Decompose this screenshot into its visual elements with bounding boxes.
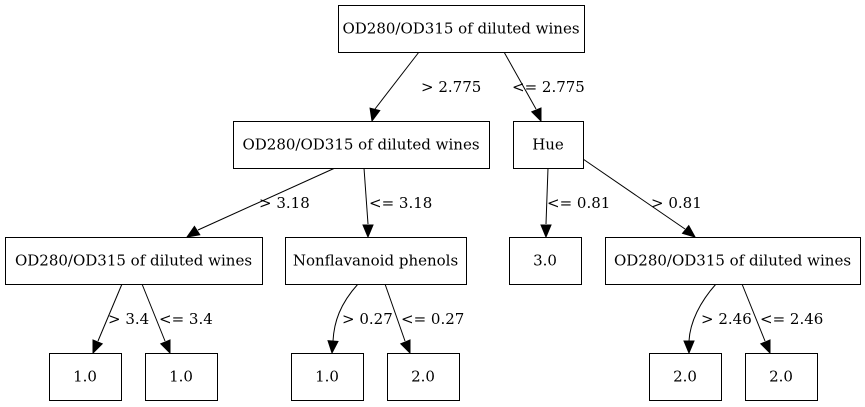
edge-label: > 2.46 [701,310,752,328]
edge-line [374,51,420,110]
edge-label: <= 0.81 [547,194,610,212]
node-label: Hue [532,136,564,154]
node-label: OD280/OD315 of diluted wines [342,20,579,38]
edge-n6-n11: > 2.46 [683,283,752,355]
node-box [49,353,122,401]
nodes-layer: OD280/OD315 of diluted wines OD280/OD315 … [5,5,861,401]
edge-line [197,167,336,231]
edge-line [582,158,686,230]
node-label: 2.0 [673,368,697,386]
edge-n2-n5: <= 0.81 [540,167,610,239]
arrowhead-icon [399,339,411,355]
edge-label: > 0.81 [651,194,702,212]
node-box [513,121,584,169]
edge-n1-n3: > 3.18 [185,167,336,238]
arrowhead-icon [185,225,201,238]
edge-n4-n10: <= 0.27 [384,283,464,355]
edge-n4-n9: > 0.27 [327,283,393,355]
node-box [285,237,467,285]
node-label: OD280/OD315 of diluted wines [614,252,851,270]
edge-n1-n4: <= 3.18 [362,167,432,239]
node-label: 1.0 [315,368,339,386]
arrowhead-icon [540,224,552,239]
node-label: 3.0 [533,252,557,270]
arrowhead-icon [683,340,695,355]
node-box [605,237,861,285]
edge-line [545,167,549,225]
edge-line [97,283,123,342]
node-box [745,353,818,401]
arrowhead-icon [92,339,104,355]
tree-node-n9: 1.0 [291,353,364,401]
edge-label: <= 3.18 [369,194,432,212]
arrowhead-icon [362,224,374,239]
arrowhead-icon [759,339,771,355]
tree-node-n1: OD280/OD315 of diluted wines [233,121,490,169]
tree-node-n5: 3.0 [509,237,582,285]
node-box [5,237,263,285]
tree-node-n8: 1.0 [145,353,218,401]
edge-line [688,283,717,342]
arrowhead-icon [530,107,542,123]
tree-node-n12: 2.0 [745,353,818,401]
edge-line [503,51,537,110]
arrowhead-icon [327,340,339,355]
node-label: OD280/OD315 of diluted wines [15,252,252,270]
edge-line [384,283,406,342]
tree-node-n11: 2.0 [649,353,722,401]
edge-label: > 2.775 [421,78,481,96]
node-box [387,353,460,401]
edge-label: <= 3.4 [159,310,213,328]
tree-node-n6: OD280/OD315 of diluted wines [605,237,861,285]
edge-n6-n12: <= 2.46 [741,283,823,355]
edge-line [141,283,166,342]
edge-n3-n8: <= 3.4 [141,283,213,355]
edge-line [332,283,359,342]
edge-n0-n2: <= 2.775 [503,51,585,123]
arrowhead-icon [159,339,171,355]
node-label: 1.0 [169,368,193,386]
tree-node-n10: 2.0 [387,353,460,401]
tree-node-n7: 1.0 [49,353,122,401]
arrowhead-icon [681,224,697,238]
edge-label: <= 0.27 [401,310,464,328]
node-label: OD280/OD315 of diluted wines [242,136,479,154]
edges-layer: > 2.775 <= 2.775 > 3.18 <= 3.18 <= 0.81 > 0.8… [92,51,823,355]
node-box [233,121,490,169]
node-label: 2.0 [769,368,793,386]
edge-label: > 3.18 [259,194,310,212]
edge-n2-n6: > 0.81 [582,158,702,238]
edge-label: > 0.27 [342,310,393,328]
edge-line [363,167,369,225]
tree-node-n3: OD280/OD315 of diluted wines [5,237,263,285]
edge-n3-n7: > 3.4 [92,283,149,355]
node-box [649,353,722,401]
node-label: Nonflavanoid phenols [293,252,458,270]
node-box [338,5,585,53]
node-box [509,237,582,285]
tree-node-n0: OD280/OD315 of diluted wines [338,5,585,53]
edge-label: > 3.4 [108,310,149,328]
node-label: 2.0 [411,368,435,386]
edge-n0-n1: > 2.775 [369,51,481,123]
tree-node-n4: Nonflavanoid phenols [285,237,467,285]
tree-node-n2: Hue [513,121,584,169]
edge-line [741,283,766,342]
node-box [291,353,364,401]
node-box [145,353,218,401]
arrowhead-icon [369,107,381,123]
edge-label: <= 2.46 [760,310,823,328]
edge-label: <= 2.775 [512,78,585,96]
node-label: 1.0 [73,368,97,386]
